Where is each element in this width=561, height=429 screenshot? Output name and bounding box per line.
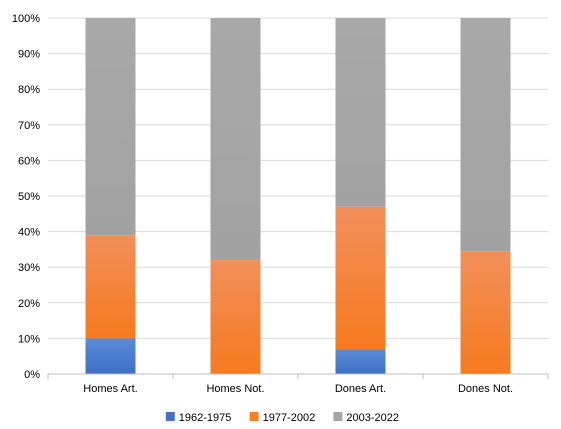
legend-label: 2003-2022 (346, 412, 399, 424)
bars (85, 18, 511, 374)
x-tick-label: Homes Not. (206, 383, 264, 395)
bar-segment-1962-1975 (335, 349, 386, 374)
y-tick-label: 100% (12, 13, 40, 25)
legend-swatch (333, 412, 343, 421)
y-tick-label: 40% (18, 227, 40, 239)
bar-segment-1977-2002 (85, 235, 136, 339)
bar-segment-2003-2022 (460, 18, 511, 252)
bar-segment-2003-2022 (85, 18, 136, 236)
bar-segment-1977-2002 (460, 251, 511, 374)
x-axis-tick-labels: Homes Art. Homes Not. Dones Art. Dones Not. (83, 383, 513, 395)
y-tick-label: 80% (18, 84, 40, 96)
legend-swatch (249, 412, 259, 421)
legend-label: 1962-1975 (179, 412, 232, 424)
y-tick-label: 70% (18, 120, 40, 132)
bar-segment-1962-1975 (85, 338, 136, 374)
x-tick-label: Dones Art. (335, 383, 386, 395)
y-tick-label: 60% (18, 155, 40, 167)
bar-segment-2003-2022 (335, 18, 386, 207)
x-tick-label: Homes Art. (83, 383, 137, 395)
y-tick-label: 30% (18, 262, 40, 274)
y-tick-label: 0% (24, 369, 40, 381)
legend-label: 1977-2002 (263, 412, 316, 424)
y-tick-label: 50% (18, 191, 40, 203)
y-axis-tick-labels: 0% 10% 20% 30% 40% 50% 60% 70% 80% 90% 100% (12, 13, 40, 381)
y-tick-label: 10% (18, 333, 40, 345)
x-tick-label: Dones Not. (458, 383, 513, 395)
axes (47, 373, 549, 379)
bar-segment-1977-2002 (210, 260, 261, 374)
bar-segment-1977-2002 (335, 206, 386, 350)
legend-swatch (165, 412, 175, 421)
y-tick-label: 20% (18, 298, 40, 310)
y-tick-label: 90% (18, 49, 40, 61)
legend: 1962-1975 1977-2002 2003-2022 (165, 412, 399, 424)
bar-segment-2003-2022 (210, 18, 261, 261)
